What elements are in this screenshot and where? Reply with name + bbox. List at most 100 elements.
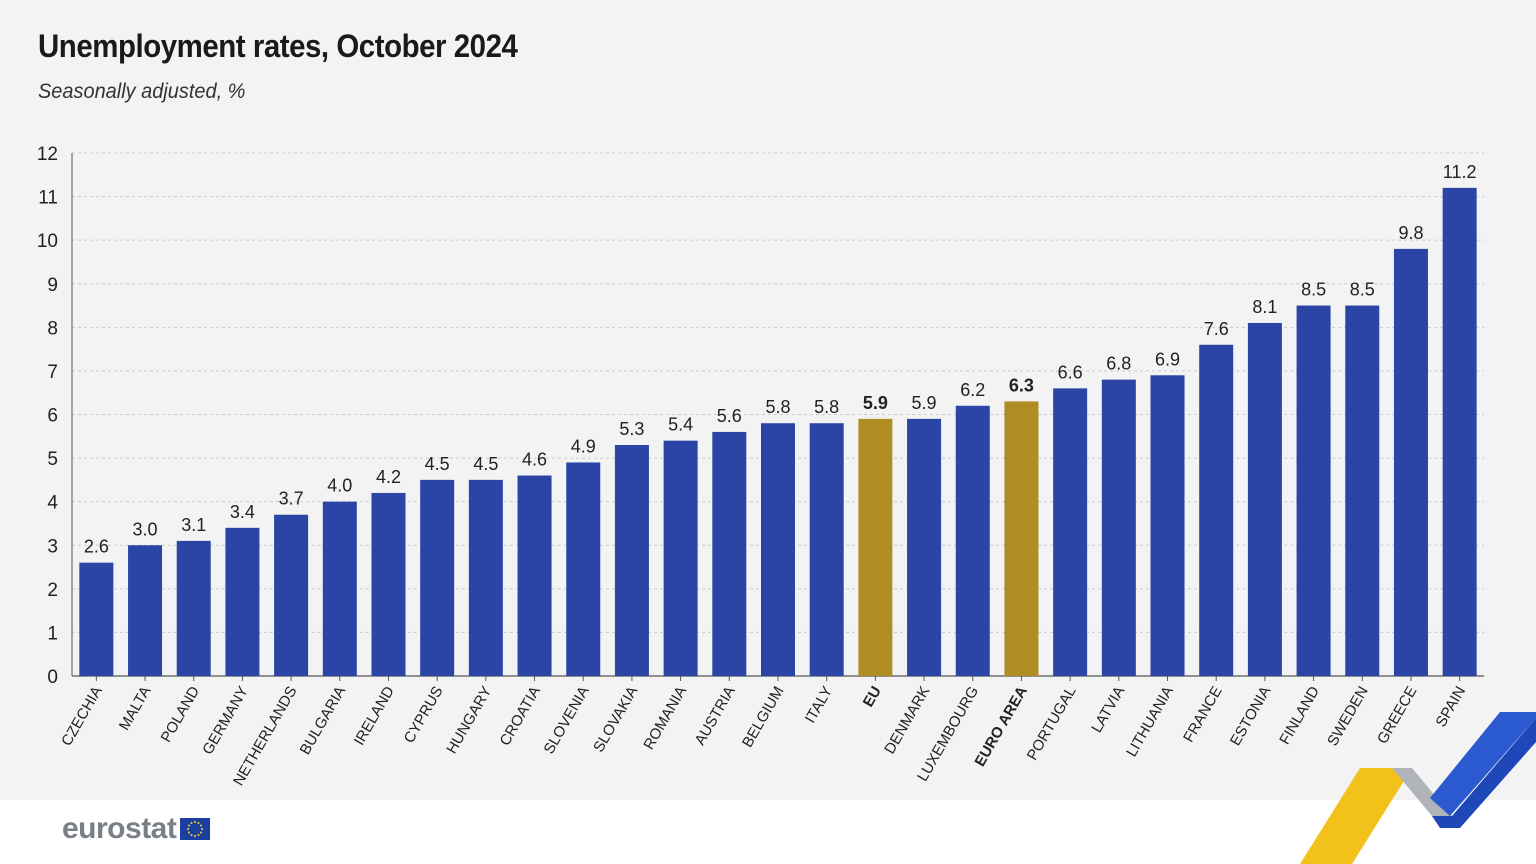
data-label: 3.7 (279, 489, 304, 509)
y-tick-label: 7 (47, 362, 58, 383)
data-label: 6.8 (1106, 354, 1131, 374)
bar (1053, 388, 1088, 676)
bar (468, 479, 503, 676)
chart-title: Unemployment rates, October 2024 (38, 28, 518, 64)
data-label: 2.6 (84, 537, 109, 557)
data-label: 5.8 (814, 397, 839, 417)
x-tick-label: SLOVENIA (540, 684, 592, 757)
decorative-chevron (1300, 712, 1536, 864)
data-label: 8.5 (1301, 280, 1326, 300)
data-label: 6.3 (1009, 375, 1034, 395)
y-tick-label: 0 (47, 667, 58, 688)
bar (1101, 379, 1136, 676)
y-tick-label: 5 (47, 449, 58, 470)
bar (809, 423, 844, 676)
bar (712, 431, 747, 676)
bar (225, 527, 260, 676)
data-label: 4.0 (327, 476, 352, 496)
x-tick-label: MALTA (116, 684, 155, 734)
x-tick-label: FRANCE (1180, 684, 1226, 746)
chart-subtitle: Seasonally adjusted, % (38, 80, 246, 103)
data-label: 3.4 (230, 502, 255, 522)
y-tick-label: 6 (47, 406, 58, 427)
y-tick-label: 2 (47, 580, 58, 601)
data-label: 5.3 (619, 419, 644, 439)
footer (0, 800, 1536, 864)
x-tick-label: SLOVAKIA (590, 684, 641, 756)
y-tick-label: 8 (47, 318, 58, 339)
y-tick-label: 4 (47, 493, 58, 514)
x-tick-label: CROATIA (497, 684, 545, 749)
data-label: 5.9 (912, 393, 937, 413)
x-tick-label: ROMANIA (640, 684, 690, 753)
bar (907, 418, 942, 676)
bar (955, 405, 990, 676)
y-tick-label: 11 (38, 188, 58, 209)
x-tick-label: HUNGARY (443, 684, 495, 757)
y-tick-label: 12 (37, 144, 58, 165)
data-label: 5.9 (863, 393, 888, 413)
x-tick-label: EURO AREA (971, 683, 1031, 769)
bar (1150, 375, 1185, 676)
data-label: 7.6 (1204, 319, 1229, 339)
data-label: 3.1 (181, 515, 206, 535)
x-tick-label: DENMARK (881, 684, 933, 757)
bar (614, 445, 649, 676)
bar (1345, 305, 1380, 676)
bar (858, 418, 893, 676)
bar (1004, 401, 1039, 676)
data-label: 6.9 (1155, 349, 1180, 369)
bar (128, 545, 163, 676)
x-tick-label: CYPRUS (401, 684, 447, 747)
x-tick-label: ITALY (802, 684, 836, 727)
x-tick-label: ESTONIA (1227, 684, 1275, 749)
bar (274, 514, 309, 676)
data-label: 6.2 (960, 380, 985, 400)
x-tick-label: POLAND (158, 683, 204, 745)
x-tick-label: BULGARIA (297, 684, 350, 758)
data-label: 4.9 (571, 436, 596, 456)
x-tick-label: EU (860, 684, 885, 711)
data-label: 9.8 (1398, 223, 1423, 243)
bar (1247, 322, 1282, 676)
bar (1199, 344, 1234, 676)
bar (176, 540, 211, 676)
data-label: 4.5 (473, 454, 498, 474)
data-label: 8.1 (1252, 297, 1277, 317)
data-label: 6.6 (1058, 362, 1083, 382)
y-tick-label: 9 (47, 275, 58, 296)
x-tick-label: AUSTRIA (692, 684, 739, 749)
y-tick-label: 10 (37, 231, 58, 252)
bar (420, 479, 455, 676)
data-label: 5.8 (765, 397, 790, 417)
y-tick-label: 1 (47, 623, 58, 644)
data-label: 5.6 (717, 406, 742, 426)
x-tick-label: PORTUGAL (1024, 684, 1080, 764)
bar (1393, 248, 1428, 676)
data-label: 4.5 (425, 454, 450, 474)
data-label: 3.0 (133, 519, 158, 539)
x-tick-label: BELGIUM (739, 684, 787, 751)
x-tick-label: LATVIA (1088, 684, 1128, 736)
x-tick-label: CZECHIA (58, 684, 106, 750)
logo-text: eurostat (62, 812, 177, 845)
data-label: 5.4 (668, 415, 693, 435)
data-label: 8.5 (1350, 280, 1375, 300)
bar (1296, 305, 1331, 676)
data-label: 4.2 (376, 467, 401, 487)
data-label: 11.2 (1443, 162, 1477, 182)
bar (761, 423, 795, 676)
bar (566, 462, 601, 676)
bar (322, 501, 357, 676)
x-tick-label: GERMANY (199, 684, 252, 758)
eu-flag-icon (180, 818, 211, 840)
bar (371, 492, 406, 676)
data-label: 4.6 (522, 450, 547, 470)
x-tick-label: IRELAND (351, 683, 398, 748)
bar-chart: 01234567891011122.6CZECHIA3.0MALTA3.1POL… (37, 144, 1484, 789)
bar (663, 440, 698, 676)
bar (517, 475, 552, 676)
bar (79, 562, 114, 676)
y-tick-label: 3 (47, 536, 58, 557)
eurostat-logo: eurostat (62, 812, 211, 846)
